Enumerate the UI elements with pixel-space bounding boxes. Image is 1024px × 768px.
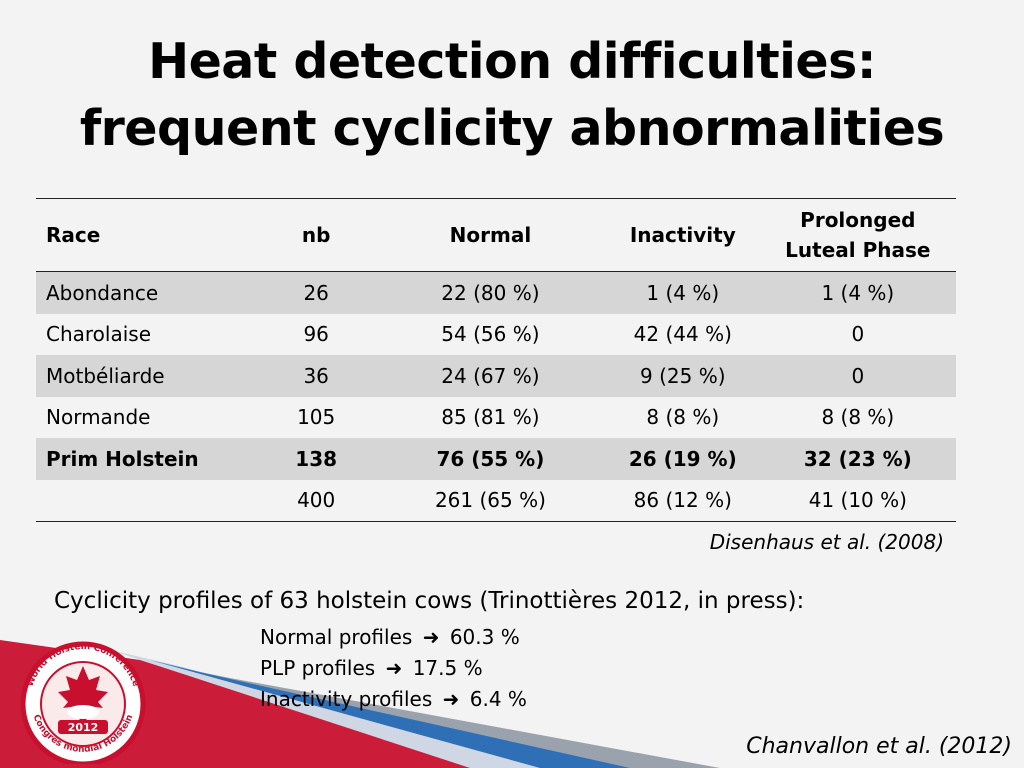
cell-inactivity: 42 (44 %)	[633, 322, 732, 347]
cell-nb: 96	[303, 322, 329, 347]
table-row: Normande 105 85 (81 %) 8 (8 %) 8 (8 %)	[36, 397, 956, 439]
cell-nb: 26	[257, 271, 375, 314]
conference-logo: 2012 World Holstein Conference Congrès m…	[20, 641, 146, 764]
table-row: Prim Holstein 138 76 (55 %) 26 (19 %) 32…	[36, 438, 956, 480]
cell-normal: 54 (56 %)	[441, 322, 540, 347]
cell-race: Normande	[46, 405, 151, 430]
cell-normal: 24 (67 %)	[374, 355, 606, 397]
cell-race: Motbéliarde	[36, 355, 258, 397]
cell-normal: 22 (80 %)	[374, 271, 606, 314]
maple-leaf-icon	[58, 666, 108, 724]
profile-label: Inactivity profiles	[260, 687, 433, 711]
cell-race: Abondance	[36, 271, 258, 314]
table-header-row: Race nb Normal Inactivity Prolonged Lute…	[36, 198, 956, 272]
cell-normal: 85 (81 %)	[441, 405, 540, 430]
profile-item: PLP profiles ➜ 17.5 %	[260, 653, 527, 684]
right-arrow-icon: ➜	[422, 625, 440, 649]
cell-race: Prim Holstein	[36, 438, 258, 480]
cell-race: Charolaise	[46, 322, 152, 347]
cell-nb: 105	[297, 405, 336, 430]
cell-plp: 0	[851, 322, 865, 347]
title-line-2: frequent cyclicity abnormalities	[79, 100, 945, 157]
cell-race	[36, 479, 258, 522]
profiles-list: Normal profiles ➜ 60.3 % PLP profiles ➜ …	[260, 622, 527, 715]
profile-label: Normal profiles	[260, 625, 413, 649]
cell-inactivity: 1 (4 %)	[605, 271, 760, 314]
header-nb: nb	[257, 198, 375, 272]
cell-normal: 261 (65 %)	[374, 479, 606, 522]
header-race: Race	[36, 198, 258, 272]
cell-nb: 400	[257, 479, 375, 522]
cell-plp: 32 (23 %)	[759, 438, 956, 480]
right-arrow-icon: ➜	[385, 656, 403, 680]
cell-inactivity: 8 (8 %)	[646, 405, 720, 430]
table-citation: Disenhaus et al. (2008)	[709, 530, 944, 554]
cell-nb: 138	[257, 438, 375, 480]
cell-plp: 41 (10 %)	[759, 479, 956, 522]
right-arrow-icon: ➜	[442, 687, 460, 711]
profile-value: 6.4 %	[469, 687, 527, 711]
cell-inactivity: 86 (12 %)	[605, 479, 760, 522]
table-row: Abondance 26 22 (80 %) 1 (4 %) 1 (4 %)	[36, 271, 956, 314]
title-line-1: Heat detection difficulties:	[148, 33, 876, 90]
profile-item: Inactivity profiles ➜ 6.4 %	[260, 684, 527, 715]
header-prolonged-luteal-phase: Prolonged Luteal Phase	[759, 198, 956, 272]
profile-item: Normal profiles ➜ 60.3 %	[260, 622, 527, 653]
logo-year: 2012	[68, 721, 99, 734]
profiles-citation: Chanvallon et al. (2012)	[746, 734, 1012, 759]
header-inactivity: Inactivity	[605, 198, 760, 272]
cell-nb: 36	[257, 355, 375, 397]
profiles-heading: Cyclicity profiles of 63 holstein cows (…	[54, 588, 805, 614]
header-plp-line-1: Prolonged	[800, 208, 916, 232]
cell-plp: 8 (8 %)	[821, 405, 895, 430]
cell-inactivity: 26 (19 %)	[605, 438, 760, 480]
header-normal: Normal	[374, 198, 606, 272]
header-plp-line-2: Luteal Phase	[785, 238, 931, 262]
cyclicity-table: Race nb Normal Inactivity Prolonged Lute…	[36, 198, 956, 522]
profile-value: 60.3 %	[449, 625, 520, 649]
cell-inactivity: 9 (25 %)	[605, 355, 760, 397]
table-row: Motbéliarde 36 24 (67 %) 9 (25 %) 0	[36, 355, 956, 397]
table-total-row: 400 261 (65 %) 86 (12 %) 41 (10 %)	[36, 479, 956, 522]
cell-plp: 0	[759, 355, 956, 397]
slide-title: Heat detection difficulties: frequent cy…	[0, 28, 1024, 162]
cell-plp: 1 (4 %)	[759, 271, 956, 314]
profile-value: 17.5 %	[412, 656, 483, 680]
cell-normal: 76 (55 %)	[374, 438, 606, 480]
table-row: Charolaise 96 54 (56 %) 42 (44 %) 0	[36, 314, 956, 356]
profile-label: PLP profiles	[260, 656, 376, 680]
